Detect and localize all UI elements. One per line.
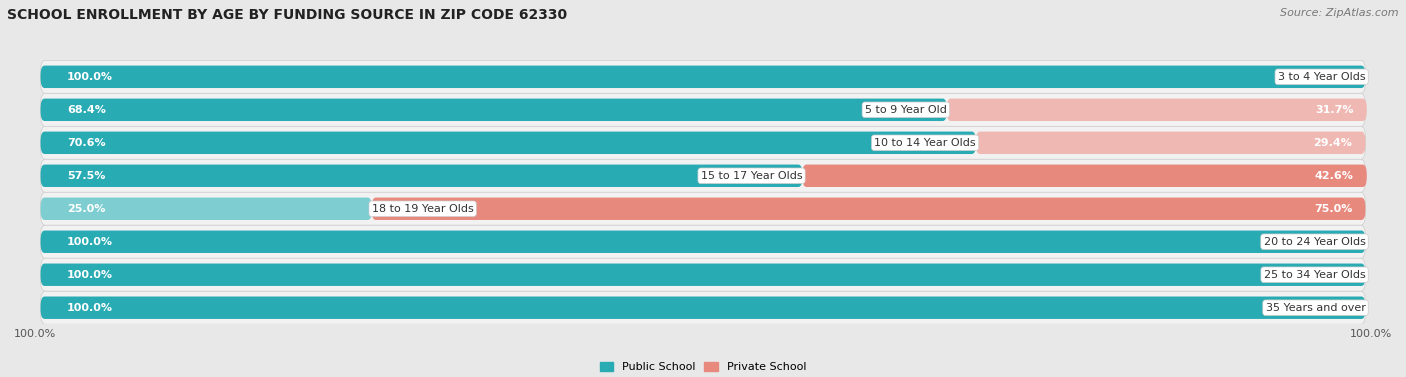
FancyBboxPatch shape bbox=[41, 93, 1365, 126]
Text: 100.0%: 100.0% bbox=[14, 329, 56, 339]
FancyBboxPatch shape bbox=[41, 132, 976, 154]
Text: 31.7%: 31.7% bbox=[1315, 105, 1354, 115]
FancyBboxPatch shape bbox=[803, 165, 1367, 187]
Legend: Public School, Private School: Public School, Private School bbox=[595, 358, 811, 377]
Text: 5 to 9 Year Old: 5 to 9 Year Old bbox=[865, 105, 946, 115]
FancyBboxPatch shape bbox=[41, 225, 1365, 258]
FancyBboxPatch shape bbox=[41, 231, 1365, 253]
Text: 100.0%: 100.0% bbox=[1350, 329, 1392, 339]
FancyBboxPatch shape bbox=[41, 198, 371, 220]
Text: 75.0%: 75.0% bbox=[1313, 204, 1353, 214]
Text: 15 to 17 Year Olds: 15 to 17 Year Olds bbox=[700, 171, 803, 181]
FancyBboxPatch shape bbox=[41, 291, 1365, 324]
Text: 42.6%: 42.6% bbox=[1315, 171, 1354, 181]
Text: 25.0%: 25.0% bbox=[67, 204, 105, 214]
Text: 57.5%: 57.5% bbox=[67, 171, 105, 181]
Text: 100.0%: 100.0% bbox=[67, 303, 112, 313]
Text: SCHOOL ENROLLMENT BY AGE BY FUNDING SOURCE IN ZIP CODE 62330: SCHOOL ENROLLMENT BY AGE BY FUNDING SOUR… bbox=[7, 8, 567, 21]
FancyBboxPatch shape bbox=[976, 132, 1365, 154]
FancyBboxPatch shape bbox=[41, 159, 1365, 192]
Text: Source: ZipAtlas.com: Source: ZipAtlas.com bbox=[1281, 8, 1399, 18]
Text: 70.6%: 70.6% bbox=[67, 138, 105, 148]
FancyBboxPatch shape bbox=[41, 126, 1365, 159]
Text: 25 to 34 Year Olds: 25 to 34 Year Olds bbox=[1264, 270, 1365, 280]
FancyBboxPatch shape bbox=[41, 60, 1365, 93]
FancyBboxPatch shape bbox=[41, 192, 1365, 225]
Text: 100.0%: 100.0% bbox=[67, 72, 112, 82]
Text: 10 to 14 Year Olds: 10 to 14 Year Olds bbox=[875, 138, 976, 148]
Text: 20 to 24 Year Olds: 20 to 24 Year Olds bbox=[1264, 237, 1365, 247]
Text: 100.0%: 100.0% bbox=[67, 270, 112, 280]
FancyBboxPatch shape bbox=[41, 264, 1365, 286]
Text: 100.0%: 100.0% bbox=[67, 237, 112, 247]
FancyBboxPatch shape bbox=[946, 99, 1367, 121]
Text: 35 Years and over: 35 Years and over bbox=[1265, 303, 1365, 313]
FancyBboxPatch shape bbox=[41, 99, 946, 121]
FancyBboxPatch shape bbox=[371, 198, 1365, 220]
Text: 68.4%: 68.4% bbox=[67, 105, 105, 115]
FancyBboxPatch shape bbox=[41, 165, 803, 187]
Text: 29.4%: 29.4% bbox=[1313, 138, 1353, 148]
FancyBboxPatch shape bbox=[41, 296, 1365, 319]
Text: 3 to 4 Year Olds: 3 to 4 Year Olds bbox=[1278, 72, 1365, 82]
Text: 18 to 19 Year Olds: 18 to 19 Year Olds bbox=[371, 204, 474, 214]
FancyBboxPatch shape bbox=[41, 66, 1365, 88]
FancyBboxPatch shape bbox=[41, 258, 1365, 291]
